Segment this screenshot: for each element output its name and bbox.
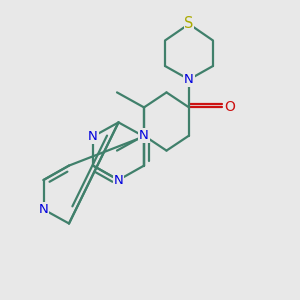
Text: N: N [88,130,98,143]
Text: N: N [184,73,194,86]
Text: N: N [39,203,48,216]
Text: O: O [224,100,235,114]
Text: S: S [184,16,194,32]
Text: N: N [114,173,123,187]
Text: N: N [139,129,149,142]
